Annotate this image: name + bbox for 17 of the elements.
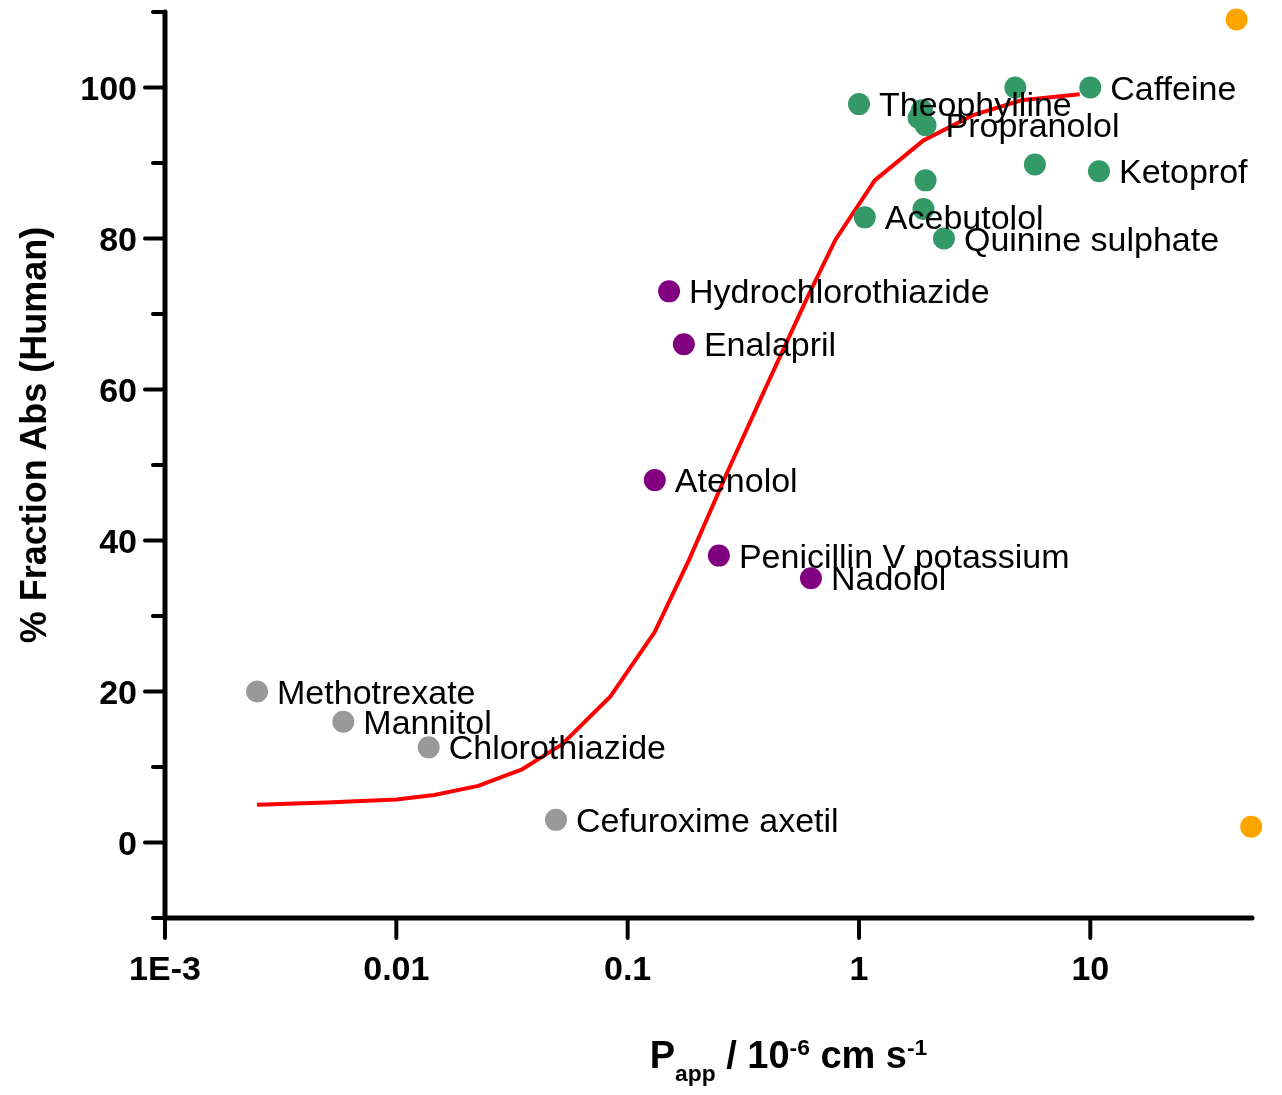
x-tick-label: 10 [1071,949,1110,987]
annotation: Methotrexate [277,672,476,711]
y-tick-label: 80 [99,219,137,258]
y-tick-label: 40 [99,521,137,560]
y-tick-label: 100 [80,68,137,107]
annotation: Caffeine [1110,68,1237,107]
annotation: Ketoprof [1118,152,1249,191]
y-tick-label: 0 [118,823,137,862]
y-axis-title: % Fraction Abs (Human) [13,226,54,644]
x-tick-label: 0.01 [363,949,430,987]
x-tick-label: 0.1 [604,949,652,987]
x-tick-label: 1E-3 [129,949,201,987]
x-tick-label: 1 [849,949,869,987]
y-tick-label: 20 [99,672,137,711]
y-tick-label: 60 [99,370,137,409]
x-axis-title: P$_{app}$ / 10$^{-6}$ cm s$^{-1}$ [649,1034,928,1086]
annotation: Cefuroxime axetil [575,800,839,839]
